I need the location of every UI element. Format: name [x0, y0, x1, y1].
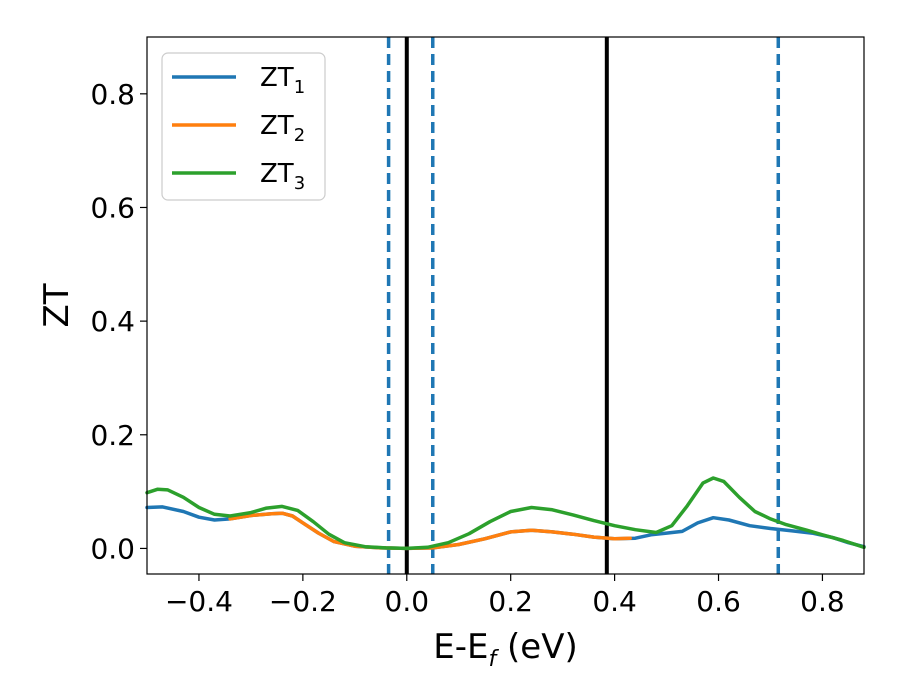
y-tick-label: 0.4	[90, 305, 135, 338]
legend-label-main: ZT	[260, 159, 294, 189]
x-axis-label-unit: (eV)	[496, 627, 578, 667]
y-tick-label: 0.2	[90, 419, 135, 452]
legend-label-zt2: ZT2	[260, 111, 305, 146]
legend-label-main: ZT	[260, 111, 294, 141]
y-tick-label: 0.0	[90, 532, 135, 565]
plot-frame	[146, 36, 865, 575]
series-lines	[145, 476, 866, 551]
series-line-zt3	[145, 476, 866, 551]
y-axis-ticks: 0.0 0.2 0.4 0.6 0.8	[90, 78, 147, 565]
x-axis-label-main: E-E	[433, 627, 488, 667]
x-axis-label: E-Ef (eV)	[433, 627, 578, 672]
legend-label-zt3: ZT3	[260, 159, 305, 194]
x-tick-label: 0.2	[488, 585, 533, 618]
legend-label-subscript: 2	[294, 125, 305, 146]
vertical-reference-lines	[386, 37, 781, 574]
y-tick-label: 0.6	[90, 191, 135, 224]
x-tick-label: 0.6	[696, 585, 741, 618]
y-tick-label: 0.8	[90, 78, 135, 111]
x-tick-label: −0.4	[165, 585, 233, 618]
x-axis-label-subscript: f	[488, 647, 499, 672]
legend-label-subscript: 3	[294, 173, 305, 194]
y-axis-label: ZT	[37, 283, 77, 327]
legend-label-main: ZT	[260, 63, 294, 93]
x-tick-label: 0.0	[385, 585, 430, 618]
x-tick-label: −0.2	[269, 585, 337, 618]
series-line-zt2	[228, 511, 632, 551]
x-tick-label: 0.4	[592, 585, 637, 618]
legend-frame	[161, 52, 326, 201]
x-tick-label: 0.8	[800, 585, 845, 618]
legend-label-subscript: 1	[294, 77, 305, 98]
x-axis-ticks: −0.4 −0.2 0.0 0.2 0.4 0.6 0.8	[165, 574, 845, 618]
legend-label-zt1: ZT1	[260, 63, 305, 98]
